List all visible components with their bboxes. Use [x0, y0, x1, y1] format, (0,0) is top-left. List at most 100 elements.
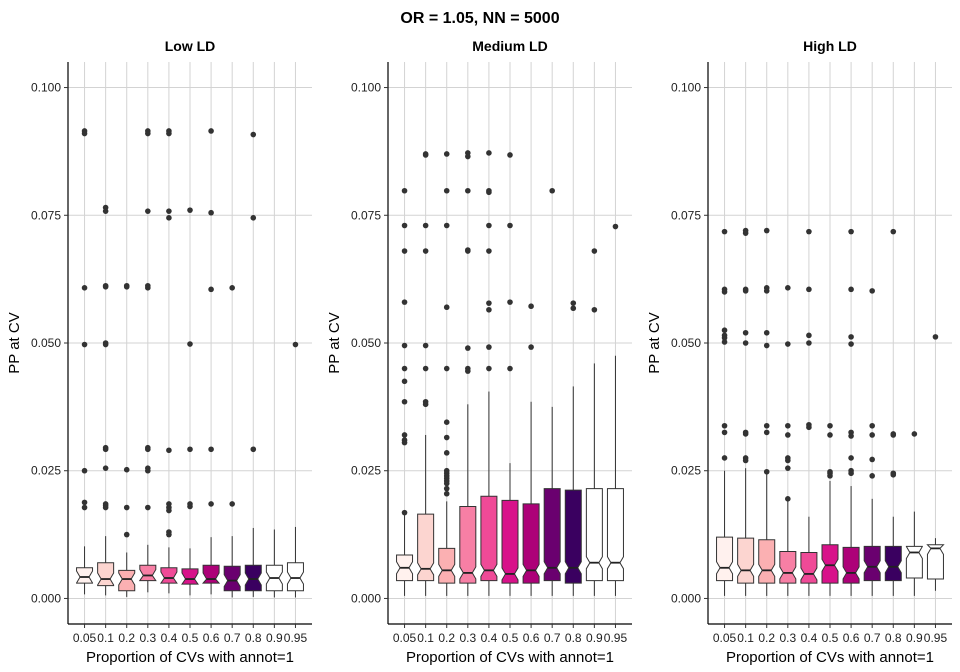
outlier-point [848, 341, 854, 347]
box-0.8 [564, 300, 582, 596]
outlier-point [763, 429, 770, 436]
outlier-point [81, 341, 88, 348]
outlier-point [721, 422, 728, 429]
outlier-point [145, 285, 151, 291]
outlier-point [208, 286, 214, 293]
outlier-point [591, 248, 598, 254]
box-body [522, 503, 540, 584]
box-0.3 [138, 128, 157, 593]
outlier-point [401, 365, 408, 372]
outlier-point [806, 332, 812, 339]
panel-title: Low LD [165, 38, 216, 54]
outlier-point [848, 455, 854, 461]
box-0.4 [480, 150, 498, 596]
box-body [926, 544, 945, 580]
outlier-point [486, 150, 492, 156]
x-tick-label: 0.8 [245, 631, 262, 645]
box-body [76, 567, 94, 584]
box-body [97, 562, 115, 587]
box-body [758, 539, 776, 584]
outlier-point [187, 503, 193, 510]
x-tick-label: 0.5 [822, 631, 839, 645]
outlier-point [229, 501, 235, 507]
outlier-point [528, 344, 534, 350]
outlier-point [187, 341, 193, 347]
box-body [223, 565, 241, 592]
x-tick-label: 0.8 [565, 631, 582, 645]
x-tick-label: 0.05 [393, 631, 417, 645]
outlier-point [486, 189, 492, 196]
outlier-point [612, 223, 619, 230]
outlier-point [208, 128, 214, 134]
box-0.95 [286, 341, 304, 598]
x-tick-label: 0.2 [118, 631, 135, 645]
outlier-point [570, 300, 577, 306]
outlier-point [145, 130, 151, 137]
outlier-point [827, 473, 833, 479]
outlier-point [401, 299, 408, 305]
outlier-point [785, 432, 791, 438]
outlier-point [123, 284, 130, 290]
box-0.8 [884, 228, 902, 596]
outlier-point [507, 299, 513, 305]
outlier-point [401, 342, 408, 349]
box-body [438, 547, 456, 584]
outlier-point [465, 248, 471, 254]
x-tick-label: 0.05 [713, 631, 737, 645]
panel-title: High LD [803, 38, 857, 54]
outlier-point [187, 446, 193, 453]
outlier-point [422, 401, 429, 408]
x-tick-label: 0.4 [161, 631, 178, 645]
box-0.05 [76, 128, 94, 595]
box-0.05 [716, 228, 734, 596]
outlier-point [486, 306, 492, 313]
box-body [842, 546, 860, 584]
box-body [159, 567, 178, 584]
outlier-point [250, 131, 257, 138]
box-0.6 [842, 228, 860, 596]
panel-title: Medium LD [472, 38, 547, 54]
box-body [606, 488, 624, 582]
outlier-point [721, 339, 728, 345]
box-0.5 [501, 152, 519, 596]
outlier-point [869, 422, 875, 429]
outlier-point [549, 187, 555, 194]
box-0.9 [585, 248, 603, 596]
outlier-point [869, 456, 875, 463]
box-body [779, 550, 797, 584]
outlier-point [145, 467, 151, 474]
outlier-point [465, 368, 471, 374]
outlier-point [123, 466, 130, 473]
outlier-point [848, 228, 854, 235]
outlier-point [785, 465, 791, 471]
x-tick-label: 0.05 [73, 631, 97, 645]
box-body [244, 564, 262, 592]
box-body [821, 544, 839, 584]
box-0.8 [244, 131, 262, 597]
box-0.5 [181, 207, 199, 596]
x-axis-title: Proportion of CVs with annot=1 [726, 649, 934, 666]
outlier-point [187, 207, 193, 213]
outlier-point [102, 465, 109, 471]
box-body [286, 562, 304, 592]
box-0.95 [606, 223, 624, 596]
outlier-point [721, 429, 728, 436]
x-tick-label: 0.3 [139, 631, 156, 645]
outlier-point [145, 504, 151, 511]
outlier-point [848, 433, 854, 439]
x-tick-label: 0.7 [224, 631, 241, 645]
outlier-point [208, 209, 214, 216]
x-tick-label: 0.1 [737, 631, 754, 645]
x-axis-title: Proportion of CVs with annot=1 [86, 649, 294, 666]
outlier-point [292, 341, 299, 348]
outlier-point [763, 288, 770, 294]
outlier-point [443, 450, 450, 456]
y-axis-title: PP at CV [646, 312, 663, 373]
box-0.6 [522, 303, 540, 596]
box-0.7 [223, 285, 241, 598]
outlier-point [591, 306, 598, 313]
outlier-point [721, 289, 728, 295]
outlier-point [742, 230, 749, 236]
